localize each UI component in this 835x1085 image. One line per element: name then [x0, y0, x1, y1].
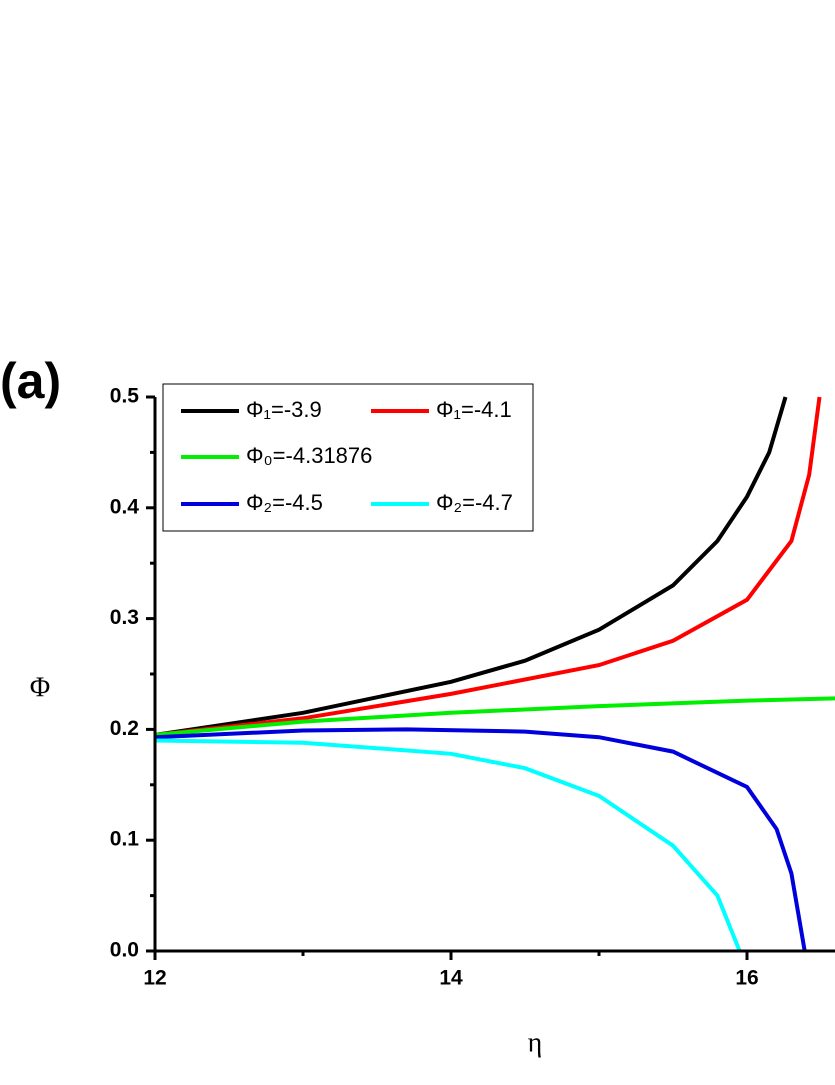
data-line [155, 727, 807, 952]
legend-label: Φ₁=-4.1 [436, 397, 512, 422]
data-line [155, 696, 835, 737]
y-tick-label: 0.0 [110, 939, 139, 962]
data-line [155, 738, 742, 952]
y-tick-label: 0.5 [110, 385, 140, 408]
x-tick-label: 14 [439, 967, 463, 990]
legend-label: Φ₂=-4.7 [436, 490, 513, 515]
y-tick-label: 0.3 [110, 606, 139, 629]
y-tick-label: 0.4 [110, 495, 140, 518]
y-tick-label: 0.2 [110, 717, 139, 740]
y-tick-label: 0.1 [110, 828, 140, 851]
legend-label: Φ₀=-4.31876 [246, 443, 372, 468]
panel-label: (a) [0, 353, 61, 409]
x-tick-label: 12 [143, 967, 166, 990]
x-axis-label: η [528, 1027, 543, 1058]
data-line [155, 396, 788, 737]
legend-label: Φ₂=-4.5 [246, 490, 323, 515]
data-line [155, 396, 822, 737]
x-tick-label: 16 [735, 967, 758, 990]
plot-area [155, 396, 835, 952]
legend-label: Φ₁=-3.9 [246, 397, 322, 422]
y-axis-label: Φ [30, 672, 50, 703]
